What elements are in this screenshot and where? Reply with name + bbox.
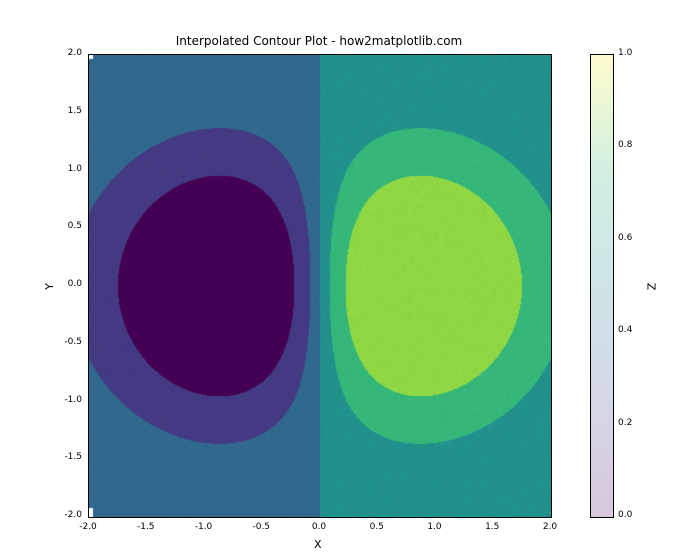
- colorbar-tick-label: 1.0: [618, 48, 632, 58]
- y-tick-label: -2.0: [64, 510, 82, 520]
- y-tick-label: 0.5: [68, 221, 82, 231]
- y-tick-label: 1.5: [68, 106, 82, 116]
- y-tick-label: -1.5: [64, 452, 82, 462]
- colorbar-tick-label: 0.0: [618, 510, 632, 520]
- y-axis-label: Y: [43, 283, 56, 290]
- x-tick-label: 0.0: [307, 522, 331, 532]
- y-tick-label: 2.0: [68, 48, 82, 58]
- colorbar-tick-label: 0.8: [618, 140, 632, 150]
- colorbar-canvas: [591, 55, 613, 517]
- x-tick-label: -2.0: [76, 522, 100, 532]
- colorbar-tick-label: 0.4: [618, 325, 632, 335]
- y-tick-label: 1.0: [68, 164, 82, 174]
- colorbar: [590, 54, 614, 518]
- x-tick-label: -1.5: [134, 522, 158, 532]
- x-tick-label: 0.5: [365, 522, 389, 532]
- x-tick-label: 2.0: [538, 522, 562, 532]
- x-tick-label: 1.5: [480, 522, 504, 532]
- x-tick-label: -0.5: [249, 522, 273, 532]
- y-tick-label: -1.0: [64, 395, 82, 405]
- chart-title: Interpolated Contour Plot - how2matplotl…: [88, 34, 550, 48]
- colorbar-tick-label: 0.2: [618, 418, 632, 428]
- colorbar-label: Z: [645, 283, 658, 291]
- x-tick-label: -1.0: [192, 522, 216, 532]
- y-tick-label: 0.0: [68, 279, 82, 289]
- plot-area: [88, 54, 552, 518]
- contour-canvas: [89, 55, 551, 517]
- x-axis-label: X: [314, 538, 322, 551]
- y-tick-label: -0.5: [64, 337, 82, 347]
- x-tick-label: 1.0: [423, 522, 447, 532]
- figure: Interpolated Contour Plot - how2matplotl…: [0, 0, 700, 560]
- colorbar-tick-label: 0.6: [618, 233, 632, 243]
